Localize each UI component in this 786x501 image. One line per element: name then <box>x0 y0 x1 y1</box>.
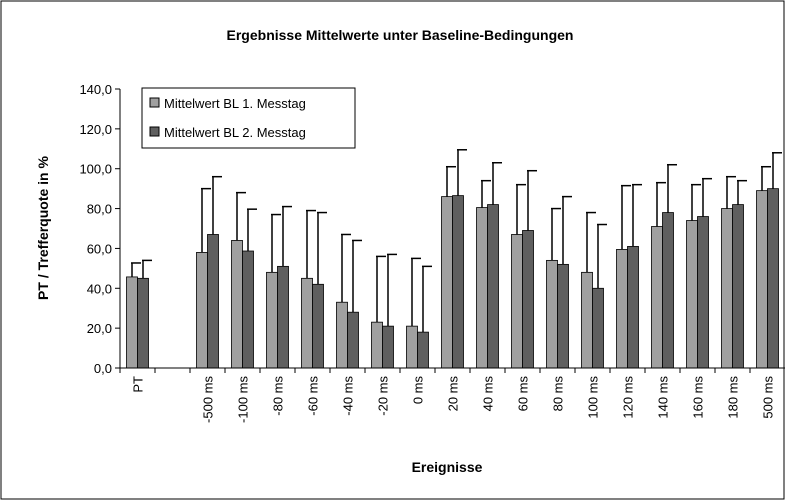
y-tick-label: 120,0 <box>79 122 112 137</box>
x-tick-label: -80 ms <box>271 376 286 416</box>
legend-box <box>141 87 356 149</box>
bar <box>627 246 639 369</box>
bar <box>767 188 779 369</box>
x-tick-label: 80 ms <box>551 376 566 412</box>
y-tick-label: 40,0 <box>87 281 112 296</box>
bar <box>312 283 324 369</box>
chart-title: Ergebnisse Mittelwerte unter Baseline-Be… <box>227 27 574 43</box>
bar <box>231 240 243 369</box>
bar <box>511 234 523 369</box>
bar <box>126 276 138 369</box>
legend-label: Mittelwert BL 1. Messtag <box>164 96 306 111</box>
bar <box>242 250 254 369</box>
legend-swatch <box>149 126 160 137</box>
x-tick-label: 60 ms <box>516 376 531 412</box>
y-tick-label: 100,0 <box>79 162 112 177</box>
bar <box>616 249 628 369</box>
y-tick-label: 80,0 <box>87 202 112 217</box>
x-tick-label: -100 ms <box>236 376 251 423</box>
x-tick-label: -40 ms <box>341 376 356 416</box>
y-tick-label: 140,0 <box>79 82 112 97</box>
bar <box>406 325 418 369</box>
x-tick-label: 500 ms <box>761 376 776 419</box>
x-tick-label: 100 ms <box>586 376 601 419</box>
bar <box>651 226 663 369</box>
bar <box>441 196 453 369</box>
bar <box>522 230 534 369</box>
bar <box>487 204 499 369</box>
bar <box>207 234 219 369</box>
bar <box>371 321 383 369</box>
bar <box>476 207 488 369</box>
bar <box>732 204 744 369</box>
bar <box>686 220 698 369</box>
bar <box>137 277 149 369</box>
bar <box>697 216 709 369</box>
legend-swatch <box>149 97 160 108</box>
bar <box>581 271 593 369</box>
x-axis-title: Ereignisse <box>412 459 483 475</box>
y-tick-label: 60,0 <box>87 241 112 256</box>
y-tick-label: 0,0 <box>94 361 112 376</box>
x-tick-label: 40 ms <box>481 376 496 412</box>
bar <box>452 195 464 369</box>
bar <box>592 287 604 369</box>
x-tick-label: 140 ms <box>656 376 671 419</box>
x-tick-label: 120 ms <box>621 376 636 419</box>
bar <box>277 265 289 369</box>
bar <box>546 259 558 369</box>
x-tick-label: -500 ms <box>201 376 216 423</box>
y-axis-title: PT / Trefferquote in % <box>35 155 51 299</box>
x-tick-label: -60 ms <box>306 376 321 416</box>
bar <box>196 252 208 369</box>
bar <box>557 263 569 369</box>
bar <box>382 325 394 369</box>
bar <box>266 271 278 369</box>
bar <box>347 311 359 369</box>
bar <box>336 301 348 369</box>
x-tick-label: 20 ms <box>446 376 461 412</box>
x-tick-label: 180 ms <box>726 376 741 419</box>
x-tick-label: 0 ms <box>411 376 426 405</box>
x-tick-label: PT <box>131 376 146 393</box>
x-tick-label: -20 ms <box>376 376 391 416</box>
bar <box>756 190 768 369</box>
bar <box>662 212 674 369</box>
bar <box>417 331 429 369</box>
legend-label: Mittelwert BL 2. Messtag <box>164 125 306 140</box>
bar <box>301 277 313 369</box>
bar <box>721 208 733 369</box>
y-tick-label: 20,0 <box>87 321 112 336</box>
x-tick-label: 160 ms <box>691 376 706 419</box>
